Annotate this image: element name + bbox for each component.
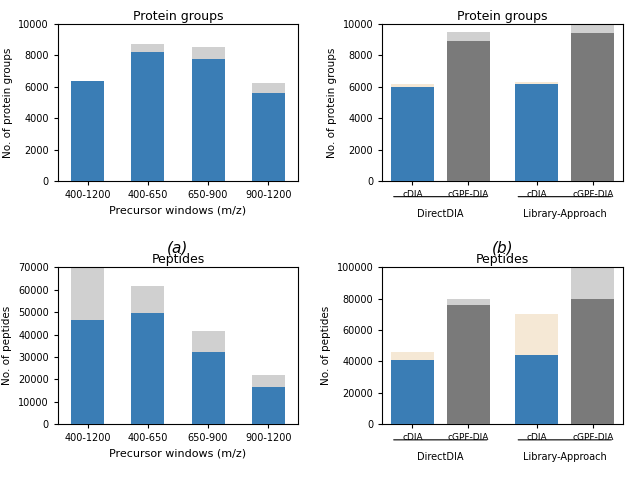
Y-axis label: No. of peptides: No. of peptides	[321, 306, 331, 385]
Bar	[71, 268, 105, 424]
Bar	[516, 355, 559, 424]
Bar	[252, 375, 284, 424]
X-axis label: Precursor windows (m/z): Precursor windows (m/z)	[109, 205, 247, 215]
Bar	[571, 268, 614, 424]
Bar	[191, 47, 225, 181]
Bar	[132, 44, 164, 181]
Bar	[391, 87, 434, 181]
Bar	[571, 23, 614, 181]
Title: Protein groups: Protein groups	[133, 10, 223, 23]
Bar	[516, 84, 559, 181]
Text: (a): (a)	[168, 241, 189, 255]
Bar	[191, 59, 225, 181]
Text: DirectDIA: DirectDIA	[417, 453, 464, 462]
Bar	[132, 313, 164, 424]
Bar	[252, 83, 284, 181]
Bar	[71, 320, 105, 424]
Bar	[71, 81, 105, 181]
Bar	[132, 52, 164, 181]
Title: Peptides: Peptides	[476, 253, 529, 266]
Y-axis label: No. of protein groups: No. of protein groups	[327, 47, 337, 158]
Bar	[516, 82, 559, 181]
Y-axis label: No. of protein groups: No. of protein groups	[3, 47, 13, 158]
Bar	[132, 286, 164, 424]
Title: Peptides: Peptides	[152, 253, 205, 266]
Bar	[447, 299, 490, 424]
Bar	[391, 84, 434, 181]
Bar	[191, 331, 225, 424]
Bar	[447, 32, 490, 181]
Bar	[252, 387, 284, 424]
Text: Library-Approach: Library-Approach	[523, 209, 607, 219]
Text: Library-Approach: Library-Approach	[523, 453, 607, 462]
X-axis label: Precursor windows (m/z): Precursor windows (m/z)	[109, 449, 247, 459]
Bar	[447, 305, 490, 424]
Bar	[71, 81, 105, 181]
Bar	[571, 33, 614, 181]
Text: DirectDIA: DirectDIA	[417, 209, 464, 219]
Bar	[391, 352, 434, 424]
Bar	[571, 299, 614, 424]
Bar	[252, 93, 284, 181]
Title: Protein groups: Protein groups	[457, 10, 548, 23]
Text: (b): (b)	[492, 241, 514, 255]
Bar	[191, 352, 225, 424]
Bar	[391, 360, 434, 424]
Bar	[447, 41, 490, 181]
Y-axis label: No. of peptides: No. of peptides	[3, 306, 12, 385]
Bar	[516, 314, 559, 424]
